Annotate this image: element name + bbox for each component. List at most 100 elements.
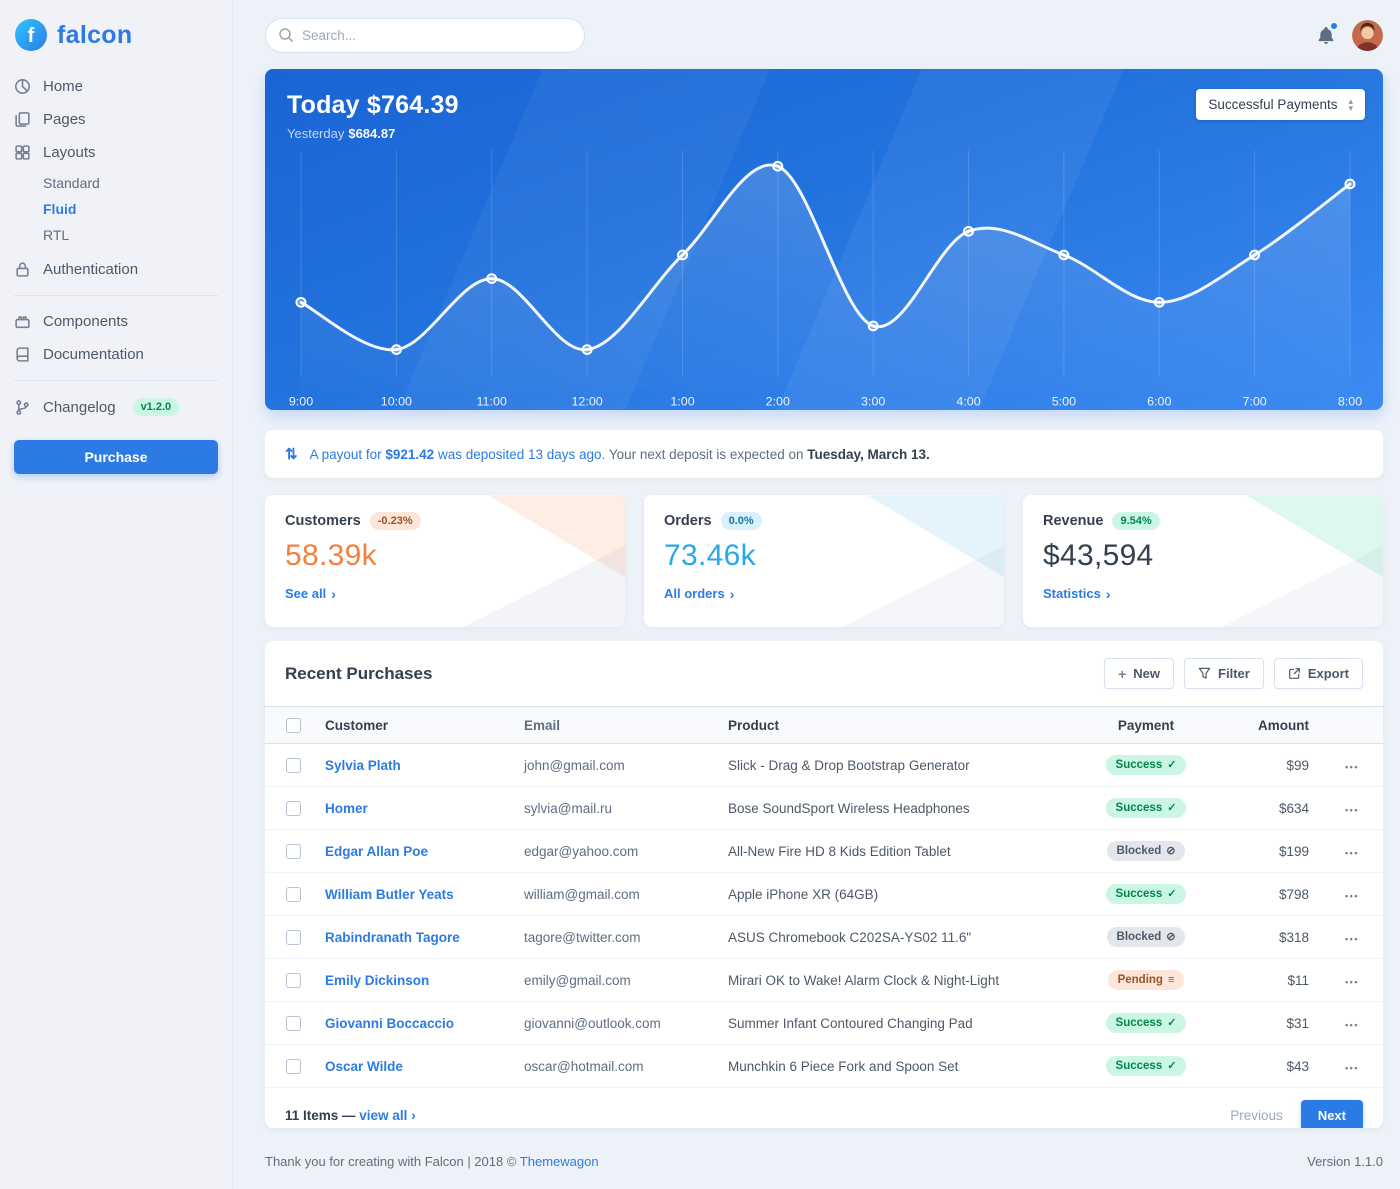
see-all-link[interactable]: See all ›	[285, 585, 336, 602]
table-row: Oscar Wilde oscar@hotmail.com Munchkin 6…	[265, 1044, 1383, 1089]
sidebar-item-rtl[interactable]: RTL	[43, 227, 70, 243]
purchase-button[interactable]: Purchase	[14, 440, 218, 474]
search-input[interactable]	[265, 18, 585, 53]
customer-email: emily@gmail.com	[512, 958, 716, 1002]
payments-filter-select[interactable]: Successful Payments ▴ ▾	[1196, 89, 1365, 120]
customer-link[interactable]: Rabindranath Tagore	[325, 929, 460, 945]
svg-text:11:00: 11:00	[477, 395, 507, 409]
book-icon	[16, 347, 29, 362]
row-actions-button[interactable]: •••	[1345, 804, 1359, 815]
notification-dot	[1330, 21, 1338, 30]
customer-link[interactable]: Oscar Wilde	[325, 1058, 403, 1074]
recent-purchases-card: Recent Purchases + New Filter Export	[265, 641, 1383, 1128]
amount: $798	[1221, 872, 1321, 916]
statistics-link[interactable]: Statistics ›	[1043, 585, 1111, 602]
row-checkbox[interactable]	[286, 801, 301, 817]
row-checkbox[interactable]	[286, 758, 301, 774]
view-all-link[interactable]: view all ›	[359, 1107, 416, 1124]
nav-label: Authentication	[43, 261, 139, 278]
table-row: Edgar Allan Poe edgar@yahoo.com All-New …	[265, 829, 1383, 873]
amount: $634	[1221, 786, 1321, 830]
product-name: ASUS Chromebook C202SA-YS02 11.6"	[716, 915, 1071, 959]
row-actions-button[interactable]: •••	[1345, 1019, 1359, 1030]
sidebar-divider	[14, 295, 218, 296]
row-checkbox[interactable]	[286, 887, 301, 903]
product-name: All-New Fire HD 8 Kids Edition Tablet	[716, 829, 1071, 873]
product-name: Apple iPhone XR (64GB)	[716, 872, 1071, 916]
themewagon-link[interactable]: Themewagon	[519, 1154, 599, 1169]
row-actions-button[interactable]: •••	[1345, 976, 1359, 987]
stat-title: Customers	[285, 513, 361, 530]
filter-button[interactable]: Filter	[1184, 658, 1264, 690]
all-orders-link[interactable]: All orders ›	[664, 585, 735, 602]
sidebar-item-standard[interactable]: Standard	[43, 175, 100, 191]
chart-header: Today $764.39 Yesterday $684.87	[287, 91, 459, 141]
row-actions-button[interactable]: •••	[1345, 1062, 1359, 1073]
sort-caret-icon: ▴ ▾	[1348, 96, 1353, 113]
avatar[interactable]	[1352, 20, 1383, 51]
previous-button[interactable]: Previous	[1230, 1108, 1283, 1124]
payout-link[interactable]: A payout for $921.42 was deposited 13 da…	[309, 446, 606, 462]
customer-email: sylvia@mail.ru	[512, 786, 716, 830]
row-checkbox[interactable]	[286, 844, 301, 860]
stats-row: Customers -0.23% 58.39k See all › Orders …	[265, 495, 1383, 628]
customer-link[interactable]: Homer	[325, 800, 368, 816]
nav-label: Changelog	[43, 398, 116, 416]
status-icon: ⊘	[1166, 844, 1176, 857]
customer-email: oscar@hotmail.com	[512, 1044, 716, 1089]
main-content: Today $764.39 Yesterday$684.87 Successfu…	[233, 0, 1400, 1189]
select-all-checkbox[interactable]	[286, 718, 301, 734]
customer-link[interactable]: Sylvia Plath	[325, 757, 401, 773]
customer-link[interactable]: Emily Dickinson	[325, 972, 430, 988]
row-actions-button[interactable]: •••	[1345, 761, 1359, 772]
chart-title: Today $764.39	[287, 91, 459, 119]
sidebar-item-changelog[interactable]: Changelog v1.2.0	[0, 390, 232, 424]
chevron-right-icon: ›	[411, 1107, 416, 1124]
nav-label: Documentation	[43, 346, 144, 363]
customers-change-badge: -0.23%	[369, 512, 421, 531]
export-button[interactable]: Export	[1273, 658, 1363, 690]
falcon-logo[interactable]: f falcon	[0, 12, 232, 70]
payment-status-badge: Blocked ⊘	[1106, 841, 1186, 862]
sidebar-item-fluid[interactable]: Fluid	[43, 201, 77, 217]
table-header-row: Customer Email Product Payment Amount	[265, 706, 1383, 745]
row-checkbox[interactable]	[286, 930, 301, 946]
customer-link[interactable]: Edgar Allan Poe	[325, 843, 429, 859]
payment-status-badge: Success ✓	[1105, 755, 1187, 776]
row-checkbox[interactable]	[286, 1016, 301, 1032]
customer-link[interactable]: Giovanni Boccaccio	[325, 1015, 455, 1031]
chevron-right-icon: ›	[729, 585, 735, 602]
sidebar-item-layouts[interactable]: Layouts	[0, 136, 232, 169]
new-button[interactable]: + New	[1104, 658, 1175, 690]
svg-text:f: f	[28, 25, 35, 47]
sidebar-item-authentication[interactable]: Authentication	[0, 253, 232, 286]
customers-card: Customers -0.23% 58.39k See all ›	[265, 495, 625, 628]
sidebar-item-documentation[interactable]: Documentation	[0, 338, 232, 371]
purchases-header: Recent Purchases + New Filter Export	[265, 641, 1383, 706]
notifications-button[interactable]	[1316, 21, 1338, 47]
grid-icon	[15, 145, 30, 160]
sidebar-item-home[interactable]: Home	[0, 70, 232, 103]
puzzle-icon	[15, 316, 30, 329]
payout-text: A payout for $921.42 was deposited 13 da…	[310, 447, 930, 462]
next-button[interactable]: Next	[1300, 1100, 1363, 1128]
topbar	[265, 18, 1383, 53]
sidebar-item-components[interactable]: Components	[0, 305, 232, 338]
row-checkbox[interactable]	[286, 1059, 301, 1075]
row-actions-button[interactable]: •••	[1345, 890, 1359, 901]
revenue-card: Revenue 9.54% $43,594 Statistics ›	[1023, 495, 1383, 628]
customer-link[interactable]: William Butler Yeats	[325, 886, 454, 902]
copy-icon	[15, 112, 30, 127]
row-actions-button[interactable]: •••	[1345, 933, 1359, 944]
column-header-payment: Payment	[1071, 706, 1221, 745]
row-actions-button[interactable]: •••	[1345, 847, 1359, 858]
sidebar-divider	[14, 380, 218, 381]
row-checkbox[interactable]	[286, 973, 301, 989]
payout-muted-text: Your next deposit is expected on	[605, 446, 808, 462]
sidebar-item-pages[interactable]: Pages	[0, 103, 232, 136]
status-icon: ✓	[1167, 801, 1177, 814]
exchange-icon: ⇅	[285, 446, 298, 464]
column-header-amount: Amount	[1221, 706, 1321, 745]
selected-option: Successful Payments	[1208, 97, 1338, 112]
revenue-amount: $43,594	[1043, 539, 1154, 573]
